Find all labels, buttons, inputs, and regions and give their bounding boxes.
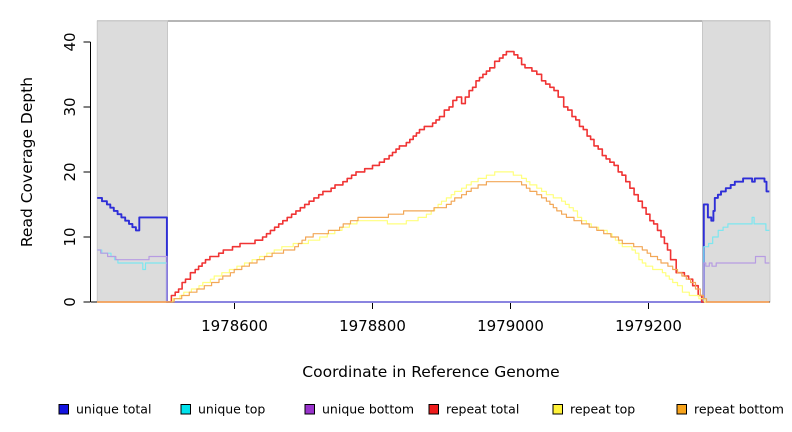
y-axis-title: Read Coverage Depth (18, 77, 36, 247)
y-axis: 0 10 20 30 40 Read Coverage Depth (18, 32, 91, 307)
series-layer (97, 50, 770, 303)
legend-swatch (676, 404, 687, 415)
masked-region (702, 20, 771, 303)
series-repeat-top (97, 171, 770, 303)
masked-regions (96, 20, 771, 303)
legend: unique total unique top unique bottom re… (58, 402, 784, 417)
y-tick-label: 30 (61, 97, 79, 116)
y-tick-label: 40 (61, 32, 79, 51)
legend-swatch (428, 404, 439, 415)
legend-label: repeat bottom (694, 402, 784, 417)
series-unique-total (97, 177, 770, 303)
x-axis-title: Coordinate in Reference Genome (302, 363, 559, 381)
x-tick-label: 1978800 (339, 317, 406, 335)
legend-label: repeat top (570, 402, 635, 417)
legend-swatch (180, 404, 191, 415)
legend-swatch (304, 404, 315, 415)
legend-label: unique total (76, 402, 151, 417)
legend-swatch (552, 404, 563, 415)
x-tick-label: 1979000 (477, 317, 544, 335)
x-tick-label: 1978600 (201, 317, 268, 335)
x-axis: 1978600 1978800 1979000 1979200 Coordina… (91, 301, 770, 381)
legend-label: repeat total (446, 402, 519, 417)
y-tick-label: 10 (61, 227, 79, 246)
series-repeat-total (97, 50, 770, 303)
series-unique-bottom (97, 249, 770, 303)
y-tick-label: 0 (61, 297, 79, 307)
legend-label: unique top (198, 402, 265, 417)
x-tick-label: 1979200 (615, 317, 682, 335)
series-repeat-bottom (97, 181, 770, 303)
y-tick-label: 20 (61, 162, 79, 181)
legend-swatch (58, 404, 69, 415)
legend-label: unique bottom (322, 402, 414, 417)
